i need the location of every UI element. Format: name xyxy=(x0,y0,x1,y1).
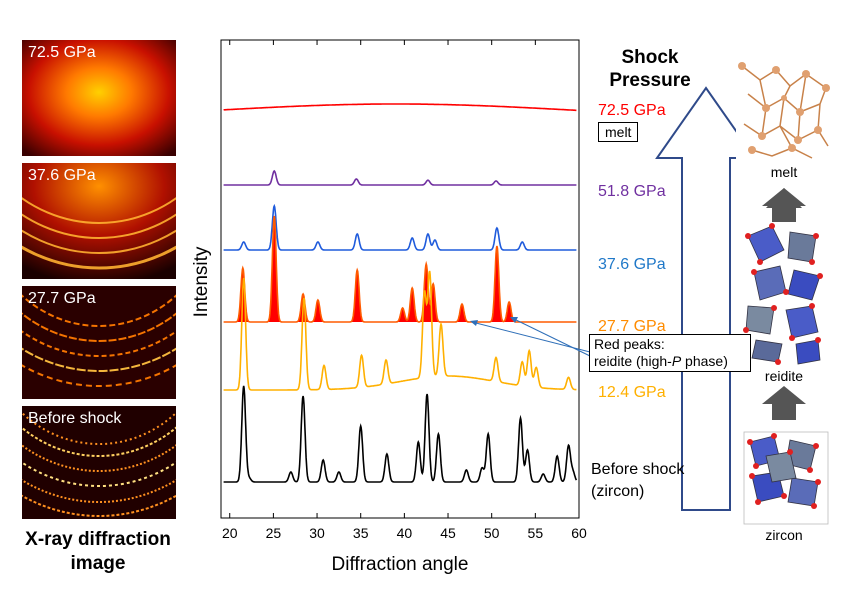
series-line-51-8-gpa xyxy=(223,169,577,186)
xrd-caption: X-ray diffraction image xyxy=(6,528,190,576)
pressure-label-72-5: 72.5 GPa xyxy=(598,102,666,119)
x-tick-label: 50 xyxy=(484,525,500,541)
x-tick-label: 30 xyxy=(309,525,325,541)
annotation-arrow-head xyxy=(470,320,478,326)
xrd-caption-line2: image xyxy=(70,553,126,574)
x-tick-label: 20 xyxy=(222,525,238,541)
xrd-rings xyxy=(22,406,176,519)
xrd-image-72-5: 72.5 GPa xyxy=(22,40,176,156)
reidite-structure-image xyxy=(743,223,823,365)
structure-label-zircon: zircon xyxy=(765,527,803,543)
before-shock-line1: Before shock xyxy=(591,461,685,478)
annotation-arrow xyxy=(511,317,591,357)
structure-label-melt: melt xyxy=(770,164,798,180)
before-shock-line2: (zircon) xyxy=(591,483,645,500)
xrd-image-before-shock: Before shock xyxy=(22,406,176,519)
xrd-label: 72.5 GPa xyxy=(28,44,96,61)
x-tick-label: 40 xyxy=(397,525,413,541)
structure-label-reidite: reidite xyxy=(764,368,804,384)
shock-title-line1: Shock xyxy=(621,47,679,68)
xrd-label: Before shock xyxy=(28,410,122,427)
series-line-72-5-gpa xyxy=(223,103,577,112)
pressure-label-37-6: 37.6 GPa xyxy=(598,256,666,273)
melt-box: melt xyxy=(598,122,639,142)
xrd-label: 37.6 GPa xyxy=(28,167,96,184)
annotation-text: reidite (high- xyxy=(594,353,672,369)
transition-arrow-icon xyxy=(762,386,806,420)
xrd-label: 27.7 GPa xyxy=(28,290,96,307)
pressure-label-27-7: 27.7 GPa xyxy=(598,318,666,335)
zircon-structure-image xyxy=(743,431,829,525)
y-axis-label: Intensity xyxy=(191,246,212,317)
series-line-12-4-gpa xyxy=(223,270,577,391)
transition-arrow-icon xyxy=(762,188,806,222)
x-tick-label: 35 xyxy=(353,525,369,541)
series-line-37-6-gpa xyxy=(223,203,577,251)
shock-pressure-arrow xyxy=(655,86,757,511)
shock-title-line2: Pressure xyxy=(609,70,691,91)
annotation-line2: reidite (high-P phase) xyxy=(594,353,746,370)
x-tick-label: 25 xyxy=(266,525,282,541)
annotation-text: phase) xyxy=(681,353,728,369)
x-tick-label: 60 xyxy=(571,525,587,541)
x-tick-label: 55 xyxy=(528,525,544,541)
xrd-rings xyxy=(22,163,176,279)
xrd-image-37-6: 37.6 GPa xyxy=(22,163,176,279)
xrd-image-27-7: 27.7 GPa xyxy=(22,286,176,399)
xrd-caption-line1: X-ray diffraction xyxy=(25,529,171,550)
annotation-line1: Red peaks: xyxy=(594,336,665,352)
shock-pressure-title: Shock Pressure xyxy=(600,46,700,92)
pressure-label-51-8: 51.8 GPa xyxy=(598,183,666,200)
melt-structure-image xyxy=(736,58,832,162)
plot-frame xyxy=(220,39,580,519)
annotation-arrow-head xyxy=(510,317,518,323)
series-line-before-shock xyxy=(223,385,578,483)
before-shock-label: Before shock (zircon) xyxy=(591,459,684,503)
x-tick-label: 45 xyxy=(440,525,456,541)
series-line-27-7-gpa xyxy=(223,215,577,323)
reidite-annotation-box: Red peaks: reidite (high-P phase) xyxy=(589,334,751,372)
pressure-label-12-4: 12.4 GPa xyxy=(598,384,666,401)
xrd-rings xyxy=(22,286,176,399)
annotation-italic: P xyxy=(671,353,682,369)
x-axis-label: Diffraction angle xyxy=(332,554,469,575)
xrd-glow xyxy=(22,40,176,156)
annotation-arrow xyxy=(471,321,591,353)
